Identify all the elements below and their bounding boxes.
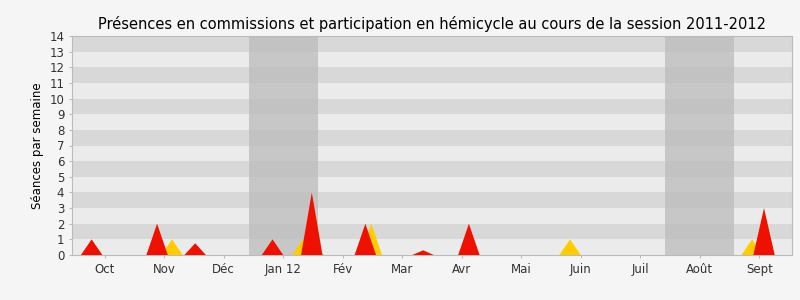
- Polygon shape: [412, 250, 434, 255]
- Bar: [72, 177, 792, 192]
- Polygon shape: [742, 239, 763, 255]
- Bar: [72, 36, 792, 52]
- Bar: [72, 83, 792, 99]
- Bar: [72, 67, 792, 83]
- Bar: [72, 130, 792, 146]
- Polygon shape: [292, 239, 314, 255]
- Polygon shape: [162, 239, 182, 255]
- Polygon shape: [361, 224, 382, 255]
- Bar: [72, 224, 792, 239]
- Bar: [72, 208, 792, 224]
- Bar: [72, 99, 792, 114]
- Polygon shape: [458, 224, 480, 255]
- Bar: [72, 192, 792, 208]
- Polygon shape: [159, 254, 178, 255]
- Bar: [72, 161, 792, 177]
- Polygon shape: [749, 254, 768, 255]
- Polygon shape: [185, 243, 206, 255]
- Polygon shape: [354, 224, 376, 255]
- Polygon shape: [754, 208, 774, 255]
- Polygon shape: [262, 239, 283, 255]
- Bar: [666, 36, 734, 255]
- Bar: [72, 239, 792, 255]
- Polygon shape: [146, 224, 168, 255]
- Bar: [249, 36, 318, 255]
- Bar: [72, 52, 792, 67]
- Polygon shape: [559, 239, 581, 255]
- Title: Présences en commissions et participation en hémicycle au cours de la session 20: Présences en commissions et participatio…: [98, 16, 766, 32]
- Polygon shape: [301, 192, 322, 255]
- Polygon shape: [81, 239, 102, 255]
- Polygon shape: [305, 253, 325, 255]
- Bar: [72, 114, 792, 130]
- Y-axis label: Séances par semaine: Séances par semaine: [31, 82, 44, 209]
- Bar: [72, 146, 792, 161]
